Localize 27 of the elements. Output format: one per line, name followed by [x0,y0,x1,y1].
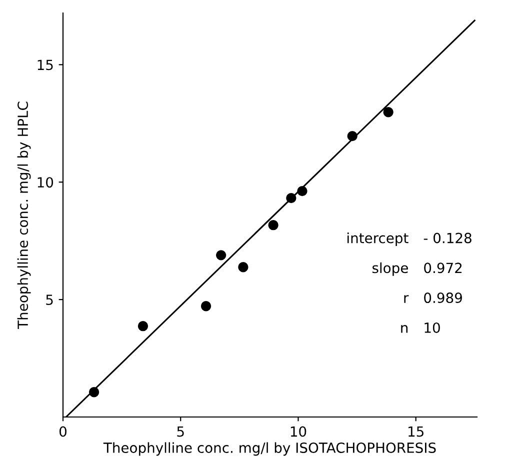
y-tick-label: 15 [38,60,53,70]
point [88,387,100,398]
x-tick-label: 5 [177,426,184,437]
annotation: intercept [348,232,408,246]
point [383,107,394,118]
annotation: - 0.128 [424,232,472,244]
annotation: 0.972 [424,262,462,274]
point [286,193,296,204]
annotation: r [404,295,409,303]
point [347,130,358,142]
point [216,250,226,260]
annotation: n [401,324,408,333]
annotation: 10 [424,322,440,333]
y-tick-label: 5 [46,294,53,306]
x-tick-label: 15 [408,426,424,437]
x-tick-label: 0 [59,426,66,437]
point [238,262,248,272]
x-axis-title: Theophylline conc. mg/l by ISOTACHOPHORESIS [103,442,436,456]
annotation: slope [372,262,408,276]
x-tick-label: 10 [290,426,306,437]
point [200,301,212,312]
point [268,220,278,230]
point [138,321,148,332]
annotation: 0.989 [424,292,462,304]
y-tick-label: 10 [38,177,54,188]
point [297,186,308,196]
y-axis-title: Theophylline conc. mg/l by HPLC [17,102,31,329]
